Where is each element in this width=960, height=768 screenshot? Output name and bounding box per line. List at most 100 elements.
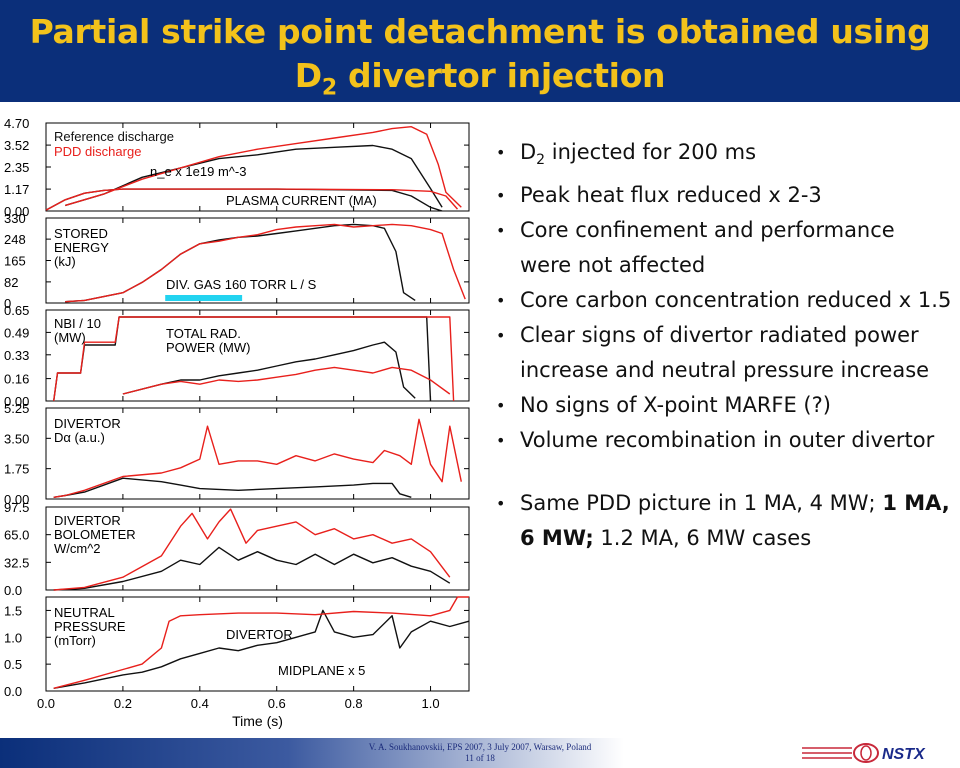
panel-label: DIVERTOR <box>54 416 121 431</box>
bullet-text: No signs of X-point MARFE (?) <box>520 393 831 418</box>
x-tick-label: 0.4 <box>191 696 209 711</box>
panel-frame-bolometer <box>45 506 470 591</box>
panel-label: NBI / 10 <box>54 316 101 331</box>
y-tick-label: 4.70 <box>4 116 29 131</box>
legend-pdd: PDD discharge <box>54 144 141 159</box>
panel-label: Dα (a.u.) <box>54 430 105 445</box>
panel-label: PLASMA CURRENT (MA) <box>226 193 377 208</box>
y-tick-label: 0.5 <box>4 657 22 672</box>
y-tick-label: 0 <box>4 296 11 311</box>
slide-title: Partial strike point detachment is obtai… <box>10 10 950 111</box>
title-bar <box>0 0 960 102</box>
legend-reference: Reference discharge <box>54 129 174 144</box>
y-tick-label: 0.33 <box>4 348 29 363</box>
series-current-2 <box>45 188 459 211</box>
bullet-text: D <box>520 140 537 164</box>
y-tick-label: 97.5 <box>4 500 29 515</box>
y-tick-label: 0.0 <box>4 583 22 598</box>
series-bolometer-0 <box>53 546 451 591</box>
panel-label: DIV. GAS 160 TORR L / S <box>166 277 317 292</box>
y-tick-label: 3.52 <box>4 138 29 153</box>
panel-label: NEUTRAL <box>54 605 115 620</box>
panel-label: (MW) <box>54 330 86 345</box>
bullet-recombination: Volume recombination in outer divertor <box>492 423 952 458</box>
bullet-text: Core confinement and performance were no… <box>520 218 895 278</box>
bullet-same-pdd: Same PDD picture in 1 MA, 4 MW; 1 MA, 6 … <box>492 486 952 556</box>
x-axis-label: Time (s) <box>232 713 283 729</box>
panel-label: (mTorr) <box>54 633 96 648</box>
series-nbi-3 <box>122 366 451 395</box>
series-current-1 <box>65 144 443 208</box>
bullet-bold: 1 MA, 6 MW; <box>520 491 950 551</box>
y-tick-label: 0.49 <box>4 325 29 340</box>
bullet-heat-flux: Peak heat flux reduced x 2-3 <box>492 178 952 213</box>
panel-label: STORED <box>54 226 108 241</box>
panel-label: BOLOMETER <box>54 527 136 542</box>
y-tick-label: 2.35 <box>4 160 29 175</box>
y-tick-label: 0.65 <box>4 303 29 318</box>
series-pressure-0 <box>53 609 470 689</box>
bullet-sub: 2 <box>536 152 546 169</box>
title-line2: divertor injection <box>336 56 666 95</box>
y-tick-label: 0.00 <box>4 394 29 409</box>
y-tick-label: 0.16 <box>4 372 29 387</box>
bullet-confinement: Core confinement and performance were no… <box>492 213 952 283</box>
title-sub: 2 <box>321 75 337 101</box>
panel-label: (kJ) <box>54 254 76 269</box>
y-tick-label: 0.00 <box>4 204 29 219</box>
footer-bar <box>0 738 960 768</box>
footer-line1: V. A. Soukhanovskii, EPS 2007, 3 July 20… <box>368 742 592 752</box>
bullet-carbon: Core carbon concentration reduced x 1.5 <box>492 283 952 318</box>
series-nbi-0 <box>53 316 432 402</box>
x-tick-label: 0.8 <box>345 696 363 711</box>
panel-label: DIVERTOR <box>54 513 121 528</box>
bullet-list: D2 injected for 200 ms Peak heat flux re… <box>492 135 952 556</box>
panel-label: PRESSURE <box>54 619 126 634</box>
y-tick-label: 0.0 <box>4 684 22 699</box>
y-tick-label: 1.5 <box>4 603 22 618</box>
plasma-figure: 4.703.522.351.170.00n_e x 1e19 m^-3PLASM… <box>4 116 470 729</box>
footer-citation: V. A. Soukhanovskii, EPS 2007, 3 July 20… <box>300 742 660 764</box>
series-energy-1 <box>65 223 466 303</box>
bullet-radiated: Clear signs of divertor radiated power i… <box>492 318 952 388</box>
y-tick-label: 248 <box>4 232 26 247</box>
series-dalpha-0 <box>53 477 412 498</box>
bullet-text: Same PDD picture in 1 MA, 4 MW; <box>520 491 883 516</box>
series-pressure-1 <box>53 596 469 689</box>
panel-label: MIDPLANE x 5 <box>278 663 365 678</box>
y-tick-label: 65.0 <box>4 528 29 543</box>
y-tick-label: 1.17 <box>4 182 29 197</box>
bullet-marfe: No signs of X-point MARFE (?) <box>492 388 952 423</box>
panel-frame-dalpha <box>45 407 470 500</box>
footer-page: 11 of 18 <box>465 753 495 763</box>
x-tick-label: 1.0 <box>422 696 440 711</box>
y-tick-label: 32.5 <box>4 555 29 570</box>
bullet-d2: D2 injected for 200 ms <box>492 135 952 178</box>
y-tick-label: 1.0 <box>4 630 22 645</box>
panel-label: TOTAL RAD. <box>166 326 241 341</box>
series-current-3 <box>65 126 462 208</box>
y-tick-label: 330 <box>4 211 26 226</box>
panel-label: n_e x 1e19 m^-3 <box>150 164 246 179</box>
panel-label: DIVERTOR <box>226 627 293 642</box>
nstx-logo-text: NSTX <box>882 746 926 763</box>
title-line1: Partial strike point detachment is obtai… <box>29 12 931 51</box>
y-tick-label: 165 <box>4 254 26 269</box>
series-dalpha-1 <box>53 418 462 498</box>
panel-label: W/cm^2 <box>54 541 101 556</box>
bullet-text: 1.2 MA, 6 MW cases <box>593 526 812 551</box>
panel-label: ENERGY <box>54 240 109 255</box>
panel-frame-nbi <box>45 309 470 402</box>
bullet-text: injected for 200 ms <box>545 140 757 164</box>
y-tick-label: 82 <box>4 275 18 290</box>
bullet-text: Peak heat flux reduced x 2-3 <box>520 183 822 208</box>
y-tick-label: 1.75 <box>4 462 29 477</box>
series-nbi-1 <box>53 316 455 402</box>
y-tick-label: 5.25 <box>4 401 29 416</box>
series-bolometer-1 <box>53 508 451 591</box>
bullet-text: Volume recombination in outer divertor <box>520 428 935 453</box>
bullet-text: Core carbon concentration reduced x 1.5 <box>520 288 952 313</box>
bullet-text: Clear signs of divertor radiated power i… <box>520 323 930 383</box>
panel-frame-pressure <box>45 596 470 692</box>
x-tick-label: 0.2 <box>114 696 132 711</box>
